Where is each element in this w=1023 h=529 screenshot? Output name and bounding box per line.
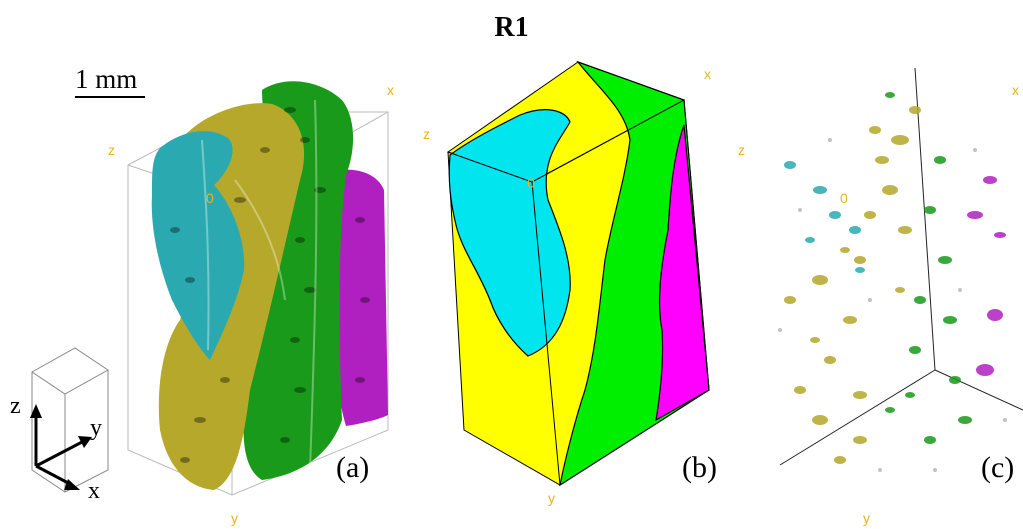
panel-a-x-axis-label: x — [387, 82, 394, 98]
figure-title: R1 — [494, 12, 529, 43]
panel-b-y-axis-label: y — [548, 490, 555, 506]
panel-b-origin-label: 0 — [527, 175, 535, 191]
orientation-z-label: z — [10, 393, 21, 419]
panel-b-segmentation — [446, 60, 710, 487]
panel-c-label: (c) — [981, 451, 1015, 484]
panel-a-origin-label: 0 — [206, 190, 214, 206]
panel-c-y-axis-label: y — [863, 510, 870, 526]
panel-b-label: (b) — [682, 451, 717, 484]
panel-c-particles — [778, 67, 1023, 472]
panel-a-volume — [127, 81, 389, 496]
panel-b-z-axis-label: z — [423, 126, 430, 142]
panel-a-z-axis-label: z — [108, 142, 115, 158]
panel-c-origin-label: 0 — [840, 190, 848, 206]
orientation-key — [30, 347, 109, 493]
panel-b-x-axis-label: x — [704, 66, 711, 82]
scale-bar — [75, 96, 145, 98]
panel-c-z-axis-label: z — [738, 142, 745, 158]
orientation-y-label: y — [90, 415, 102, 441]
panel-c-x-axis-label: x — [1012, 82, 1019, 98]
scale-bar-label: 1 mm — [75, 64, 138, 94]
panel-a-label: (a) — [336, 451, 370, 484]
panel-a-y-axis-label: y — [231, 510, 238, 526]
orientation-x-label: x — [88, 478, 100, 504]
